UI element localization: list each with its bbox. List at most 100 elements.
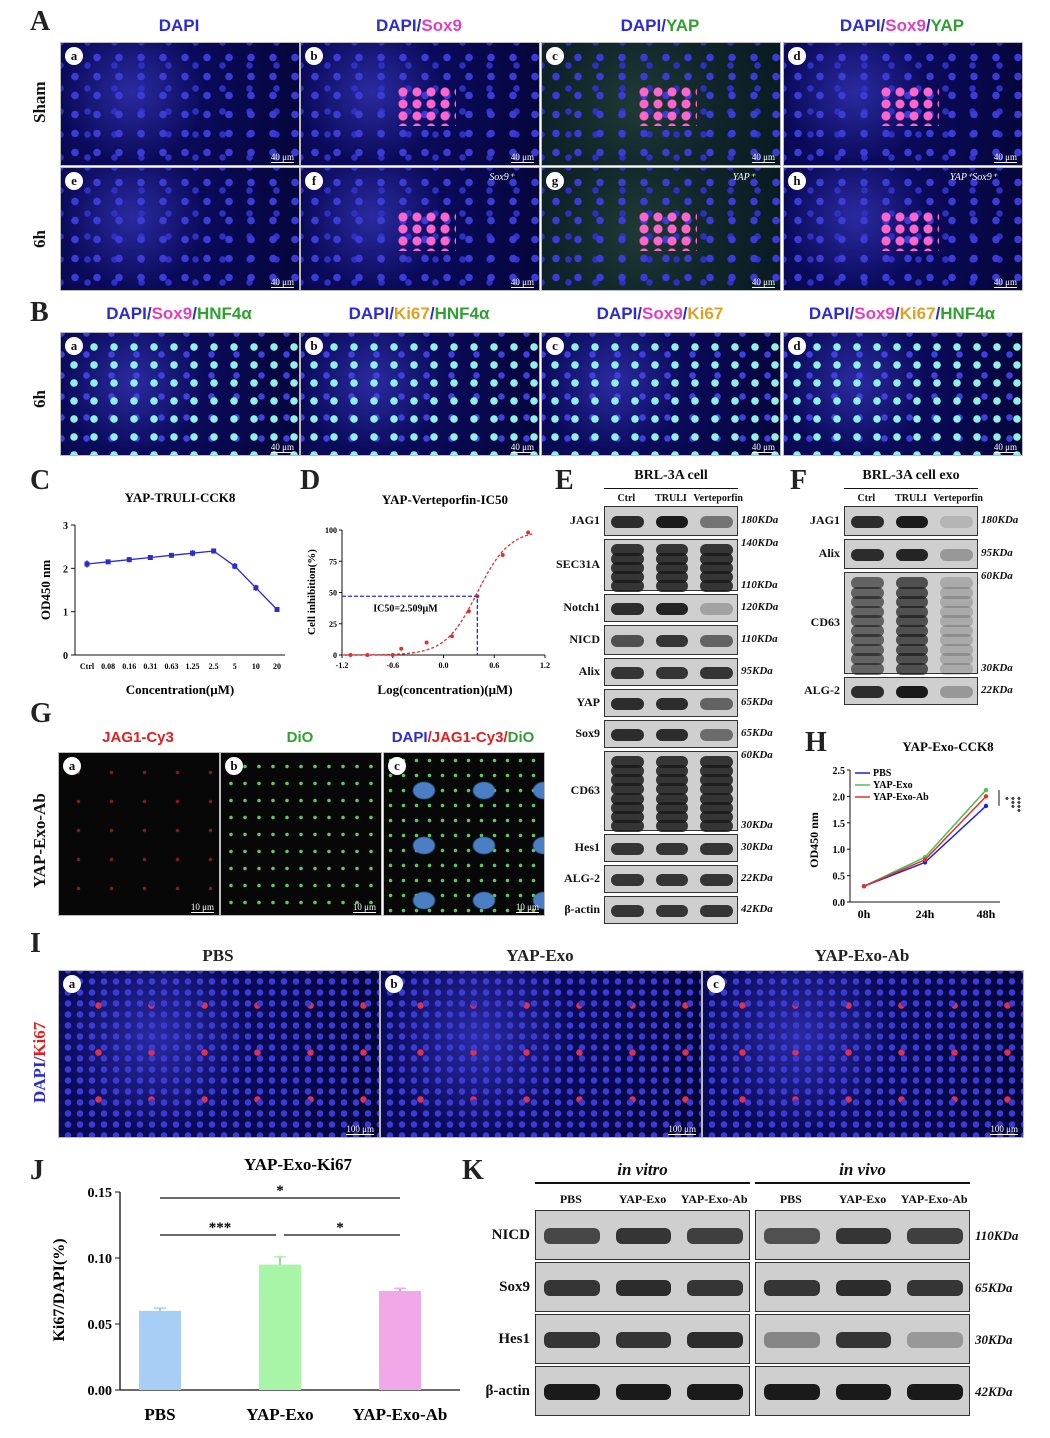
micrograph: a 40 μm (60, 42, 300, 166)
protein-band (895, 605, 929, 618)
panel-label-h: H (805, 727, 827, 758)
protein-band (764, 1332, 820, 1348)
blot-strip (755, 1314, 970, 1364)
protein-band (851, 643, 884, 656)
x-tick-label: YAP-Exo-Ab (353, 1405, 448, 1424)
blot-strip (604, 865, 738, 893)
bar (259, 1264, 301, 1390)
title-segment: DiO (286, 729, 314, 746)
protein-band (611, 603, 644, 615)
panel-label-b: B (30, 297, 49, 328)
lane-label: PBS (779, 1192, 802, 1206)
scale-bar: 40 μm (993, 152, 1017, 163)
x-tick-label: 2.5 (209, 662, 219, 671)
column-title: DAPI/Ki67/HNF4α (300, 304, 538, 324)
panel-label-i: I (30, 928, 41, 959)
kda-label: 95KDa (741, 665, 773, 677)
protein-band (611, 843, 644, 855)
protein-band (851, 577, 884, 589)
protein-band (940, 624, 973, 637)
scale-bar: 40 μm (270, 152, 294, 163)
scale-bar: 100 μm (346, 1124, 374, 1135)
data-point (168, 552, 174, 558)
y-tick-label: 0 (333, 651, 337, 660)
title-segment: DAPI (839, 16, 881, 35)
x-tick-label: 0.08 (101, 662, 115, 671)
micrograph: b 100 μm (380, 970, 702, 1138)
title-segment: / (880, 16, 886, 35)
kda-label: 65KDa (975, 1280, 1013, 1295)
title-segment: / (637, 304, 643, 323)
kda-label: 110KDa (975, 1228, 1019, 1243)
data-point (126, 557, 132, 563)
protein-band (895, 577, 929, 589)
cell-annotation: Sox9⁺ (489, 172, 514, 183)
y-tick-label: 25 (329, 620, 337, 629)
chart-title: YAP-Exo-CCK8 (902, 739, 994, 754)
protein-band (544, 1228, 600, 1244)
data-point (922, 857, 928, 862)
protein-label: JAG1 (570, 513, 600, 527)
data-point (861, 883, 867, 889)
x-tick-label: 24h (916, 907, 935, 921)
protein-band (764, 1384, 820, 1400)
group-label: in vivo (839, 1160, 886, 1179)
title-segment: DAPI (391, 729, 428, 746)
subpanel-letter: a (63, 757, 81, 775)
column-title: DAPI/Sox9/Ki67/HNF4α (783, 304, 1021, 324)
protein-band (615, 1228, 672, 1244)
lane-label: Verteporfin (933, 493, 983, 504)
chart-d-verteporfin-ic50: YAP-Verteporfin-IC50 0 25 50 75 100 -1.2 -0.6 0.… (306, 492, 550, 697)
cell-nuclei (384, 753, 544, 915)
protein-band (611, 905, 644, 917)
scale-bar: 10 μm (352, 902, 376, 913)
kda-label: 22KDa (981, 684, 1013, 696)
sig-marker: *** (209, 1220, 232, 1236)
protein-band (655, 603, 689, 615)
x-tick-label: -0.6 (386, 661, 399, 670)
protein-band (851, 549, 884, 561)
title-segment: YAP (665, 16, 700, 35)
x-tick-label: 1.25 (186, 662, 200, 671)
protein-band (940, 643, 973, 656)
scale-bar: 40 μm (270, 442, 294, 453)
protein-band (655, 698, 689, 710)
protein-band (851, 663, 884, 675)
scale-bar: 40 μm (751, 277, 775, 288)
protein-label: Notch1 (563, 600, 600, 614)
protein-band (895, 516, 929, 528)
column-title: PBS (202, 946, 234, 965)
protein-band (700, 516, 733, 528)
protein-band (700, 667, 733, 679)
subpanel-letter: b (385, 975, 403, 993)
lane-label: Verteporfin (693, 493, 743, 504)
column-title: DAPI/Sox9 (300, 16, 538, 36)
protein-band (851, 634, 884, 647)
title-segment: DAPI (376, 16, 417, 35)
protein-band (700, 698, 733, 710)
chart-c-truli-cck8: YAP-TRULI-CCK8 0 1 2 3 Ctrl 0.08 0.16 0.31 0.63 1.… (40, 490, 285, 697)
cell-nuclei (381, 971, 701, 1137)
lane-label: YAP-Exo-Ab (900, 1192, 968, 1206)
protein-label: Alix (818, 546, 840, 560)
title-segment: Sox9 (885, 16, 926, 35)
legend-label: YAP-Exo (873, 780, 913, 791)
title-segment: / (935, 304, 941, 323)
kda-label: 120KDa (741, 601, 779, 613)
row-title: DAPI/Ki67 (30, 1022, 50, 1103)
y-tick-label: 2.0 (833, 792, 846, 803)
ic50-guide (342, 595, 478, 655)
protein-band (851, 605, 884, 618)
protein-band (700, 635, 733, 647)
y-tick-label: 75 (329, 557, 337, 566)
cell-nuclei (784, 333, 1022, 455)
protein-band (687, 1228, 743, 1244)
row-title: YAP-Exo-Ab (30, 793, 49, 888)
kda-label: 140KDa (741, 537, 779, 549)
blot-strip (535, 1262, 750, 1312)
protein-band (764, 1228, 820, 1244)
protein-band (895, 624, 929, 637)
chart-title: YAP-TRULI-CCK8 (125, 490, 236, 505)
title-segment: Sox9 (151, 304, 193, 323)
protein-band (611, 698, 644, 710)
